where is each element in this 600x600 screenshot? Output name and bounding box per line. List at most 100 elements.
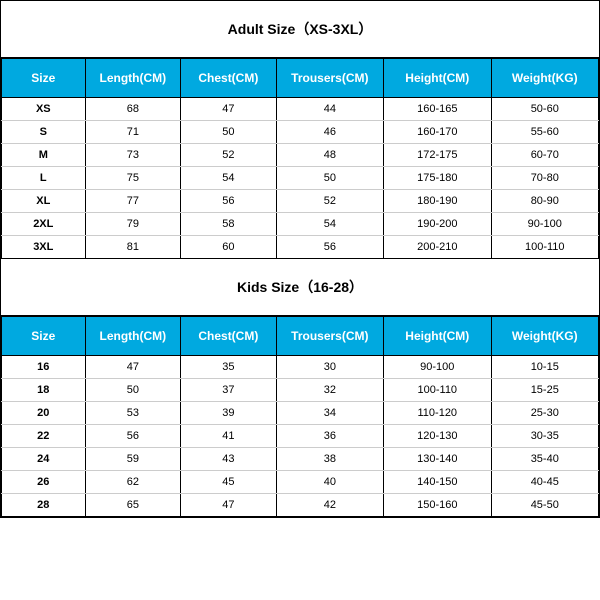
table-row: 2XL795854190-20090-100	[2, 213, 599, 236]
table-cell: 175-180	[384, 167, 491, 190]
table-header-row: Size Length(CM) Chest(CM) Trousers(CM) H…	[2, 317, 599, 356]
col-header-length: Length(CM)	[85, 59, 181, 98]
table-cell: 32	[276, 379, 383, 402]
table-cell: 47	[181, 98, 277, 121]
table-cell: 81	[85, 236, 181, 259]
table-cell: 60	[181, 236, 277, 259]
col-header-weight: Weight(KG)	[491, 317, 598, 356]
table-cell: 22	[2, 425, 86, 448]
col-header-size: Size	[2, 59, 86, 98]
table-cell: 58	[181, 213, 277, 236]
kids-table-body: 1647353090-10010-1518503732100-11015-252…	[2, 356, 599, 517]
table-cell: 47	[85, 356, 181, 379]
table-cell: 200-210	[384, 236, 491, 259]
table-cell: 44	[276, 98, 383, 121]
table-cell: 50-60	[491, 98, 598, 121]
table-cell: 54	[181, 167, 277, 190]
table-cell: 26	[2, 471, 86, 494]
table-cell: 62	[85, 471, 181, 494]
table-cell: 70-80	[491, 167, 598, 190]
table-cell: 42	[276, 494, 383, 517]
table-cell: 2XL	[2, 213, 86, 236]
table-row: S715046160-17055-60	[2, 121, 599, 144]
table-cell: 40-45	[491, 471, 598, 494]
table-cell: 20	[2, 402, 86, 425]
table-row: 28654742150-16045-50	[2, 494, 599, 517]
table-cell: 77	[85, 190, 181, 213]
table-cell: 55-60	[491, 121, 598, 144]
table-cell: 60-70	[491, 144, 598, 167]
col-header-size: Size	[2, 317, 86, 356]
table-cell: S	[2, 121, 86, 144]
table-cell: 172-175	[384, 144, 491, 167]
table-cell: 3XL	[2, 236, 86, 259]
table-cell: 35	[181, 356, 277, 379]
table-cell: 160-165	[384, 98, 491, 121]
table-header-row: Size Length(CM) Chest(CM) Trousers(CM) H…	[2, 59, 599, 98]
table-cell: 180-190	[384, 190, 491, 213]
adult-section-title: Adult Size（XS-3XL）	[1, 1, 599, 58]
table-cell: 90-100	[384, 356, 491, 379]
table-cell: 65	[85, 494, 181, 517]
table-cell: 52	[276, 190, 383, 213]
col-header-length: Length(CM)	[85, 317, 181, 356]
table-row: XL775652180-19080-90	[2, 190, 599, 213]
table-cell: 71	[85, 121, 181, 144]
table-row: L755450175-18070-80	[2, 167, 599, 190]
table-cell: 40	[276, 471, 383, 494]
col-header-trousers: Trousers(CM)	[276, 59, 383, 98]
table-cell: 39	[181, 402, 277, 425]
table-cell: 59	[85, 448, 181, 471]
table-cell: 30	[276, 356, 383, 379]
col-header-trousers: Trousers(CM)	[276, 317, 383, 356]
table-cell: 54	[276, 213, 383, 236]
table-row: 20533934110-12025-30	[2, 402, 599, 425]
table-cell: 79	[85, 213, 181, 236]
table-cell: 45-50	[491, 494, 598, 517]
table-cell: 56	[181, 190, 277, 213]
table-cell: 53	[85, 402, 181, 425]
table-cell: 73	[85, 144, 181, 167]
table-cell: 100-110	[384, 379, 491, 402]
table-cell: 37	[181, 379, 277, 402]
table-cell: XS	[2, 98, 86, 121]
size-chart-wrapper: Adult Size（XS-3XL） Size Length(CM) Chest…	[0, 0, 600, 518]
adult-size-table: Size Length(CM) Chest(CM) Trousers(CM) H…	[1, 58, 599, 259]
table-cell: 46	[276, 121, 383, 144]
table-cell: 15-25	[491, 379, 598, 402]
table-cell: 80-90	[491, 190, 598, 213]
adult-table-body: XS684744160-16550-60S715046160-17055-60M…	[2, 98, 599, 259]
table-cell: 24	[2, 448, 86, 471]
table-row: 24594338130-14035-40	[2, 448, 599, 471]
table-cell: 30-35	[491, 425, 598, 448]
table-cell: 38	[276, 448, 383, 471]
table-cell: 68	[85, 98, 181, 121]
table-cell: 56	[85, 425, 181, 448]
table-row: M735248172-17560-70	[2, 144, 599, 167]
table-row: XS684744160-16550-60	[2, 98, 599, 121]
table-cell: M	[2, 144, 86, 167]
col-header-height: Height(CM)	[384, 317, 491, 356]
table-row: 1647353090-10010-15	[2, 356, 599, 379]
table-cell: 130-140	[384, 448, 491, 471]
table-cell: 160-170	[384, 121, 491, 144]
table-cell: 90-100	[491, 213, 598, 236]
table-cell: 28	[2, 494, 86, 517]
table-cell: 43	[181, 448, 277, 471]
table-cell: 10-15	[491, 356, 598, 379]
table-row: 18503732100-11015-25	[2, 379, 599, 402]
table-cell: 34	[276, 402, 383, 425]
table-cell: 120-130	[384, 425, 491, 448]
table-cell: XL	[2, 190, 86, 213]
table-cell: 52	[181, 144, 277, 167]
table-cell: 150-160	[384, 494, 491, 517]
table-cell: 50	[85, 379, 181, 402]
table-cell: 45	[181, 471, 277, 494]
kids-size-table: Size Length(CM) Chest(CM) Trousers(CM) H…	[1, 316, 599, 517]
table-cell: 56	[276, 236, 383, 259]
table-cell: 190-200	[384, 213, 491, 236]
table-cell: 110-120	[384, 402, 491, 425]
table-cell: 75	[85, 167, 181, 190]
table-cell: 48	[276, 144, 383, 167]
table-row: 26624540140-15040-45	[2, 471, 599, 494]
